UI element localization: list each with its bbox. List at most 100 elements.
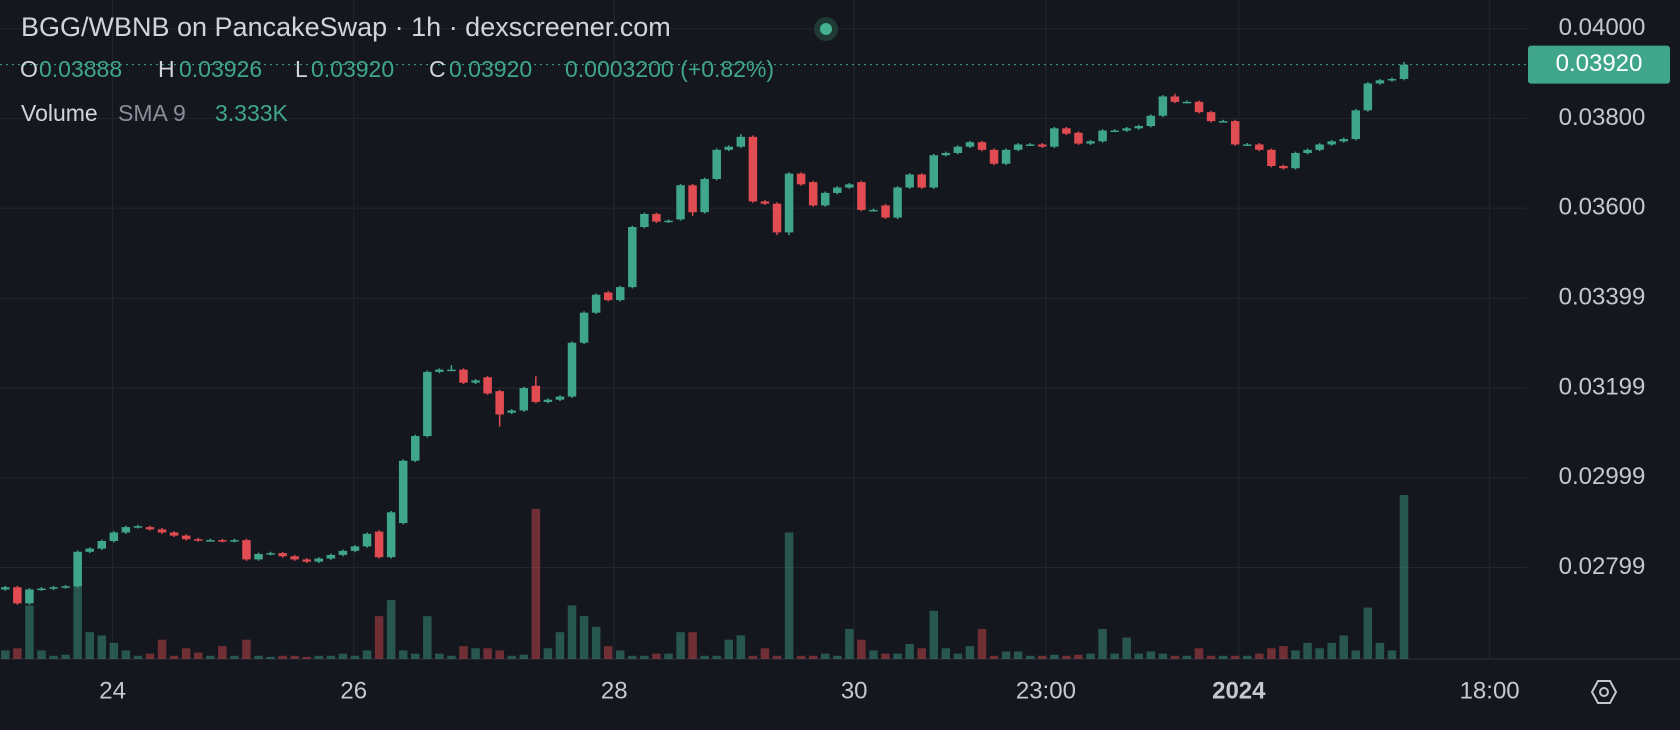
candle-body (808, 182, 818, 206)
volume-bar (616, 650, 625, 659)
volume-bar (1206, 655, 1216, 659)
candle-body (1375, 80, 1385, 84)
volume-bar (157, 639, 167, 659)
volume-bar (73, 557, 82, 659)
candle-body (977, 142, 987, 150)
candle-body (688, 185, 697, 213)
volume-bar (869, 650, 878, 659)
candle-body (652, 213, 661, 222)
volume-bar (748, 655, 758, 659)
candle-body (1327, 141, 1336, 145)
volume-bar (133, 655, 143, 659)
candle-body (121, 527, 131, 533)
candle-body (519, 388, 529, 411)
candle-body (350, 546, 360, 551)
volume-bar (1001, 651, 1011, 659)
x-tick-label: 2024 (1212, 677, 1266, 704)
volume-bar (519, 654, 529, 659)
volume-bar (1363, 607, 1373, 659)
candle-body (905, 174, 914, 188)
volume-bar (845, 628, 854, 659)
chart-title: BGG/WBNB on PancakeSwap · 1h · dexscreen… (21, 12, 671, 42)
candle-body (290, 556, 299, 560)
last-price-tag (1528, 45, 1670, 84)
volume-bar (242, 639, 251, 659)
settings-center (1599, 687, 1609, 697)
ohlc-key: C (429, 56, 446, 82)
last-price-label: 0.03920 (1556, 50, 1643, 77)
volume-bar (1267, 648, 1276, 659)
candle-body (109, 532, 119, 542)
candle-body (929, 155, 939, 188)
volume-bar (1387, 650, 1397, 659)
volume-bar (941, 648, 951, 659)
candle-body (362, 533, 372, 547)
volume-bar (1013, 651, 1023, 659)
volume-bar (109, 642, 119, 659)
volume-bar (652, 653, 661, 659)
sma-value: 3.333K (215, 100, 289, 126)
candle-body (13, 587, 22, 604)
candle-body (49, 587, 58, 589)
grid (0, 0, 1680, 660)
volume-bar (1243, 655, 1252, 659)
candle-body (1074, 132, 1083, 144)
candle-body (748, 136, 758, 202)
volume-bar (218, 646, 227, 659)
volume-bar (230, 655, 239, 659)
volume-bar (1315, 648, 1324, 659)
candle-body (1351, 110, 1361, 140)
volume-bar (278, 655, 287, 659)
volume-bar (676, 632, 685, 659)
volume-bar (181, 648, 191, 659)
candle-body (1243, 144, 1252, 146)
live-dot (820, 23, 832, 35)
volume-bar (459, 646, 468, 659)
candle-body (314, 558, 324, 562)
volume-bar (1218, 655, 1228, 659)
candle-body (579, 312, 589, 343)
candle-body (1291, 152, 1300, 169)
candle-body (1267, 149, 1276, 166)
volume-bar (1170, 655, 1180, 659)
candle-body (374, 531, 384, 558)
volume-bar (965, 646, 975, 659)
volume-bar (977, 628, 987, 659)
volume-bar (1255, 653, 1264, 659)
volume-bar (640, 655, 649, 659)
volume-bar (833, 655, 842, 659)
volume-bar (507, 655, 516, 659)
candle-body (1122, 128, 1131, 131)
candle-body (157, 529, 167, 533)
volume-bar (1, 650, 10, 659)
volume-bar (1194, 648, 1204, 659)
ohlc-value: 0.03920 (311, 56, 394, 82)
volume-bar (411, 653, 420, 659)
volume-bar (1279, 646, 1288, 659)
volume-bar (893, 653, 902, 659)
volume-bar (772, 655, 782, 659)
candle-body (507, 410, 516, 413)
volume-bar (1230, 655, 1240, 659)
candle-body (724, 146, 734, 150)
y-tick-label: 0.02999 (1559, 463, 1646, 490)
volume-bar (193, 652, 203, 659)
candle-body (1399, 64, 1409, 79)
settings-icon[interactable] (1590, 680, 1618, 704)
candle-layer (1, 61, 1409, 605)
candle-body (1303, 149, 1312, 153)
candle-body (628, 226, 637, 288)
candle-body (1339, 139, 1348, 142)
y-tick-label: 0.04000 (1559, 14, 1646, 41)
candle-body (676, 185, 685, 220)
candle-body (398, 460, 408, 524)
candle-body (1255, 144, 1264, 150)
sma-label: SMA 9 (118, 100, 186, 126)
candle-body (37, 588, 46, 591)
candle-body (772, 203, 782, 233)
candle-body (338, 550, 348, 555)
candle-body (459, 369, 468, 383)
volume-bar (603, 646, 613, 659)
volume-bar (579, 616, 589, 659)
